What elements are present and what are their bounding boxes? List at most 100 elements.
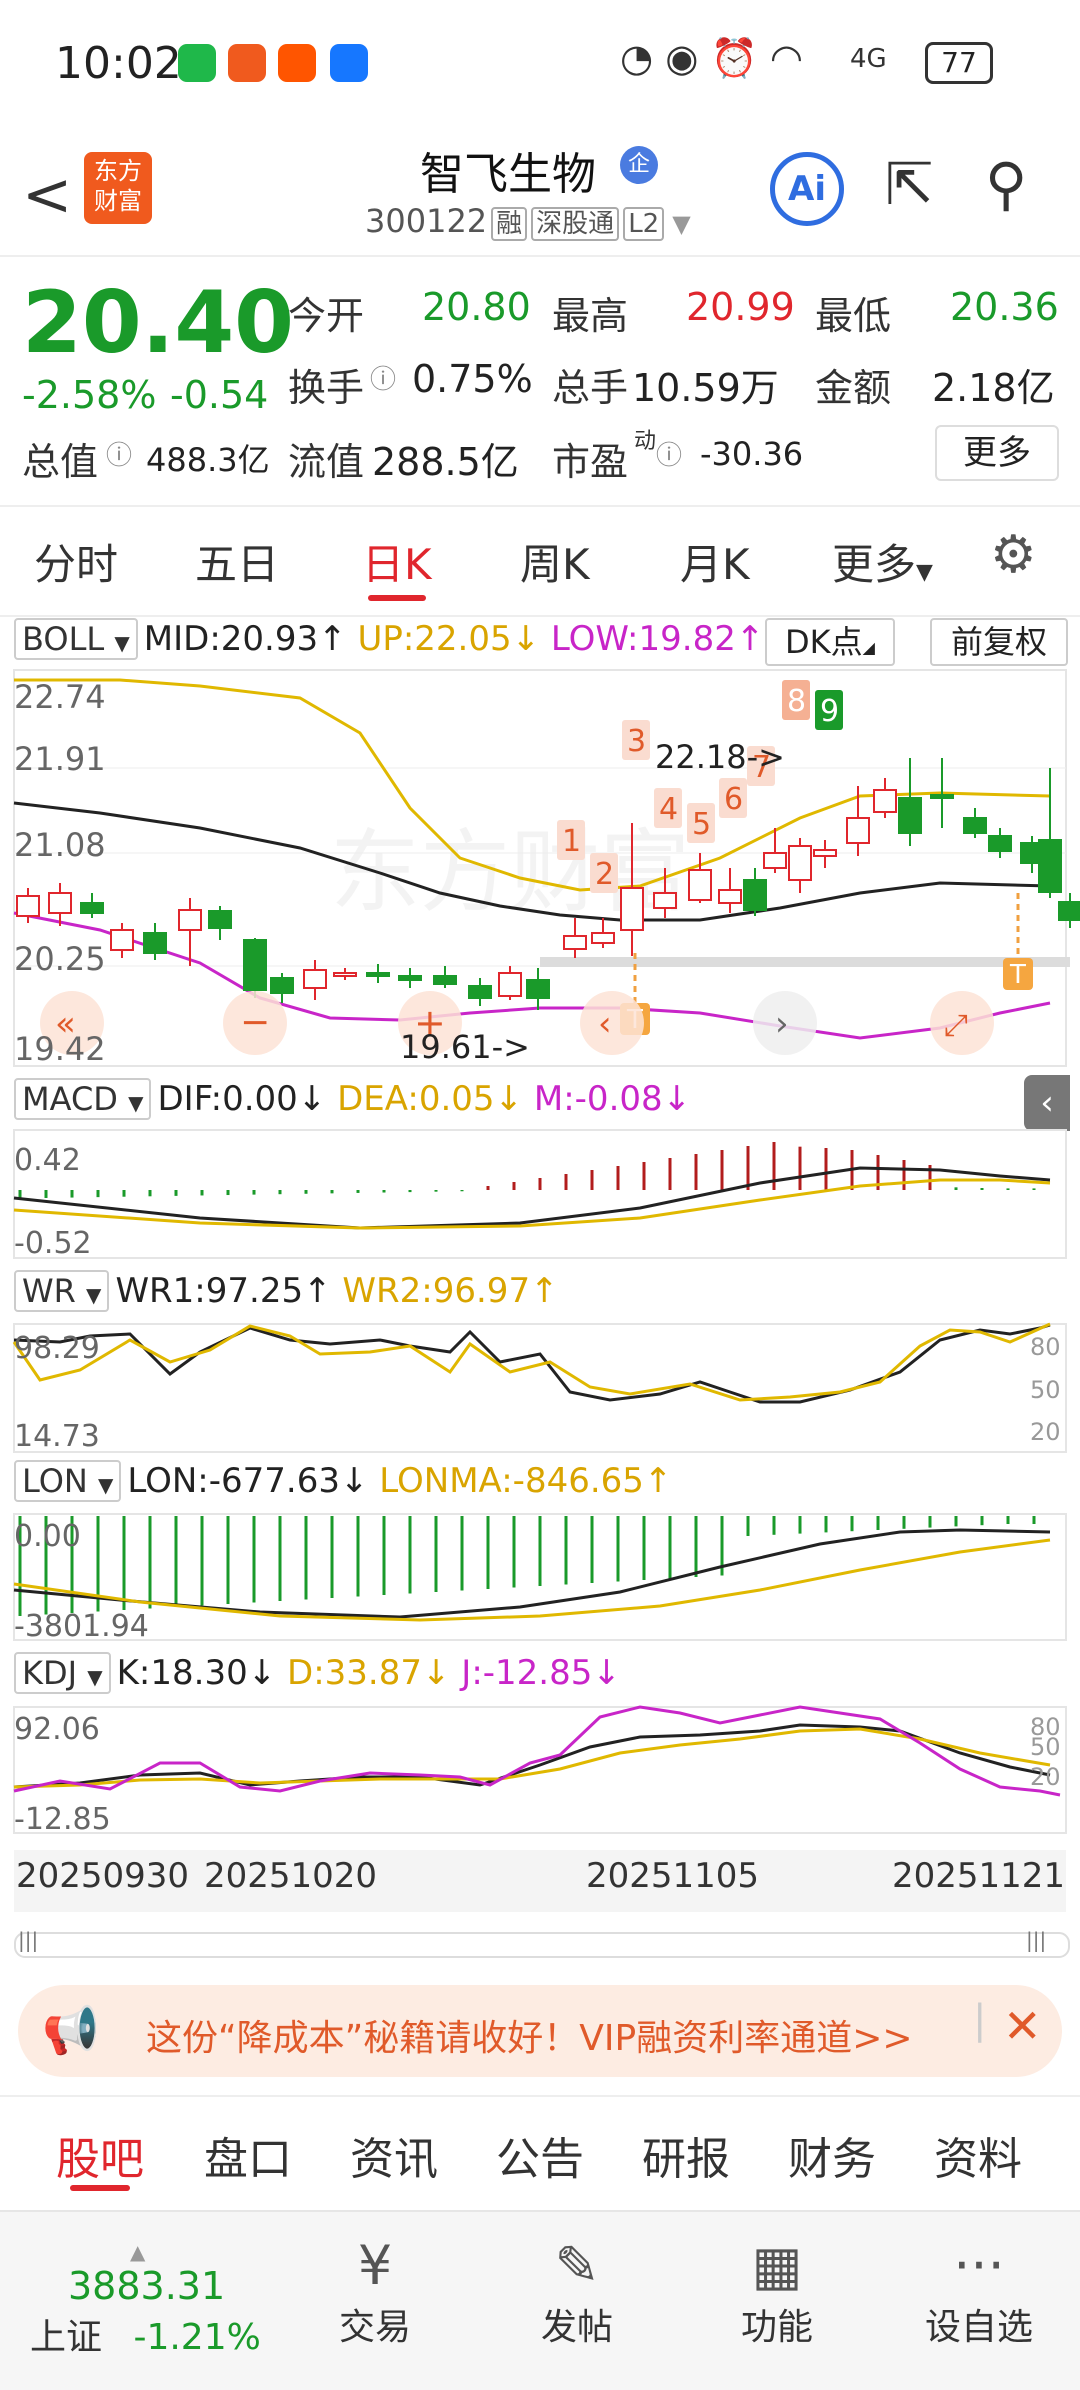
macd-m: M:-0.08↓ [533, 1079, 692, 1119]
tab-news[interactable]: 资讯 [350, 2134, 438, 2185]
pe-label: 市盈 [552, 440, 629, 484]
lon-selector[interactable]: LON ▼ [14, 1460, 122, 1502]
back-button[interactable]: < [22, 160, 73, 230]
j-line [13, 1705, 1061, 1797]
close-icon[interactable]: ✕ [1003, 1999, 1042, 2053]
macd-selector[interactable]: MACD ▼ [14, 1078, 152, 1120]
more-button[interactable]: 更多 [935, 425, 1059, 481]
sequence-count-box [815, 690, 843, 730]
tab-profile[interactable]: 资料 [934, 2134, 1022, 2185]
tab-finance[interactable]: 财务 [788, 2134, 876, 2185]
tab-intraday[interactable]: 分时 [34, 540, 119, 589]
wr1-value: WR1:97.25↑ [115, 1271, 332, 1311]
candle-body [333, 972, 357, 977]
chevron-right-icon: › [775, 1004, 789, 1044]
kdj-j: J:-12.85↓ [461, 1653, 621, 1693]
bottom-nav: ▲ 3883.31 上证 -1.21% ¥ 交易 ✎ 发帖 ▦ 功能 ··· 设自选 [0, 2210, 1080, 2390]
adjust-button[interactable]: 前复权 [930, 618, 1068, 666]
tab-more[interactable]: 更多▼ [832, 540, 933, 589]
info-icon[interactable]: ⓘ [370, 365, 397, 395]
trade-button[interactable]: ¥ 交易 [300, 2234, 450, 2350]
axis-label: 22.74 [14, 678, 106, 716]
wr1-line [13, 1323, 1051, 1404]
candle-body [620, 887, 644, 931]
axis-label: 98.29 [14, 1331, 100, 1366]
eastmoney-logo: 东方 财富 [84, 152, 152, 224]
settings-gear-icon[interactable]: ⚙ [990, 525, 1037, 585]
sequence-count-box [590, 853, 618, 893]
candle-body [498, 972, 522, 997]
expand-icon: ⤢ [944, 1008, 968, 1043]
sequence-count-box [687, 803, 715, 843]
info-icon[interactable]: ⓘ [106, 441, 133, 471]
tab-five-day[interactable]: 五日 [195, 540, 280, 589]
ai-button[interactable]: Ai [770, 152, 844, 226]
plus-icon: + [414, 1001, 446, 1045]
share-icon[interactable]: ⇱ [885, 150, 934, 218]
tab-research[interactable]: 研报 [642, 2134, 730, 2185]
candle-body [846, 817, 870, 844]
tab-monthly-k[interactable]: 月K [680, 540, 750, 589]
next-button [753, 991, 817, 1055]
boll-lower-line [13, 911, 1051, 1040]
d-line [13, 1727, 1051, 1789]
tab-forum[interactable]: 股吧 [56, 2134, 144, 2185]
boll-up: UP:22.05↓ [357, 619, 541, 659]
boll-header: BOLL ▼ MID:20.93↑ UP:22.05↓ LOW:19.82↑ [14, 618, 764, 666]
sequence-count-box [782, 680, 810, 720]
collapse-panel-button[interactable]: ‹ [1024, 1075, 1070, 1131]
wr-selector[interactable]: WR ▼ [14, 1270, 110, 1312]
index-change: -1.21% [133, 2317, 261, 2358]
axis-label: 80 [1030, 1713, 1061, 1741]
axis-label: 0.00 [14, 1519, 81, 1554]
k-line [13, 1723, 1051, 1789]
functions-button[interactable]: ▦ 功能 [702, 2234, 852, 2350]
sequence-count-text: 3 [627, 724, 646, 759]
candle-body [763, 852, 787, 869]
post-button[interactable]: ✎ 发帖 [502, 2234, 652, 2350]
add-watchlist-button[interactable]: ··· 设自选 [904, 2234, 1054, 2350]
tab-announcements[interactable]: 公告 [496, 2134, 584, 2185]
tab-daily-k[interactable]: 日K [362, 540, 432, 589]
t-marker-text: T [1009, 960, 1026, 990]
index-ticker[interactable]: ▲ 3883.31 上证 -1.21% [30, 2240, 261, 2358]
dk-point-button[interactable]: DK点◢ [765, 618, 895, 666]
scroll-handle-left[interactable]: ||| [18, 1928, 39, 1952]
support-band [540, 957, 1070, 967]
amount-label: 金额 [815, 366, 892, 410]
grid-icon: ▦ [751, 2234, 803, 2297]
banner-text[interactable]: 这份“降成本”秘籍请收好！VIP融资利率通道>> [146, 2018, 913, 2059]
high-label: 最高 [552, 294, 629, 338]
tab-weekly-k[interactable]: 周K [520, 540, 590, 589]
macd-header: MACD ▼ DIF:0.00↓ DEA:0.05↓ M:-0.08↓ [14, 1078, 691, 1126]
sequence-count-box [719, 778, 747, 818]
prev-button [580, 991, 644, 1055]
boll-selector[interactable]: BOLL ▼ [14, 618, 138, 660]
tag-connect: 深股通 [531, 207, 620, 241]
stock-code-line[interactable]: 300122 融深股通 L2 ▼ [365, 202, 691, 241]
turnover-value: 0.75% [412, 357, 533, 401]
sequence-count-text: 7 [752, 750, 771, 785]
pe-sup: 动 [634, 429, 657, 454]
candle-body [366, 972, 390, 977]
candle-body [243, 939, 267, 991]
tab-orderbook[interactable]: 盘口 [204, 2134, 292, 2185]
index-value: 3883.31 [68, 2264, 226, 2308]
yen-icon: ¥ [357, 2234, 393, 2297]
amount-value: 2.18亿 [932, 366, 1055, 410]
candle-body [743, 879, 767, 911]
wr-header: WR ▼ WR1:97.25↑ WR2:96.97↑ [14, 1270, 559, 1318]
candle-body [591, 932, 615, 944]
range-scrollbar[interactable]: ||| ||| [14, 1928, 1070, 1958]
search-icon[interactable]: ⚲ [985, 150, 1028, 218]
info-icon[interactable]: ⓘ [656, 441, 683, 471]
dea-line [13, 1178, 1051, 1230]
date-label: 20251105 [586, 1856, 760, 1896]
candle-body [16, 895, 40, 917]
scroll-handle-right[interactable]: ||| [1026, 1928, 1047, 1952]
axis-label: 20.25 [14, 940, 106, 978]
promo-banner[interactable]: 📢 这份“降成本”秘籍请收好！VIP融资利率通道>> | ✕ [18, 1985, 1062, 2077]
kdj-selector[interactable]: KDJ ▼ [14, 1652, 111, 1694]
macd-dif: DIF:0.00↓ [157, 1079, 327, 1119]
